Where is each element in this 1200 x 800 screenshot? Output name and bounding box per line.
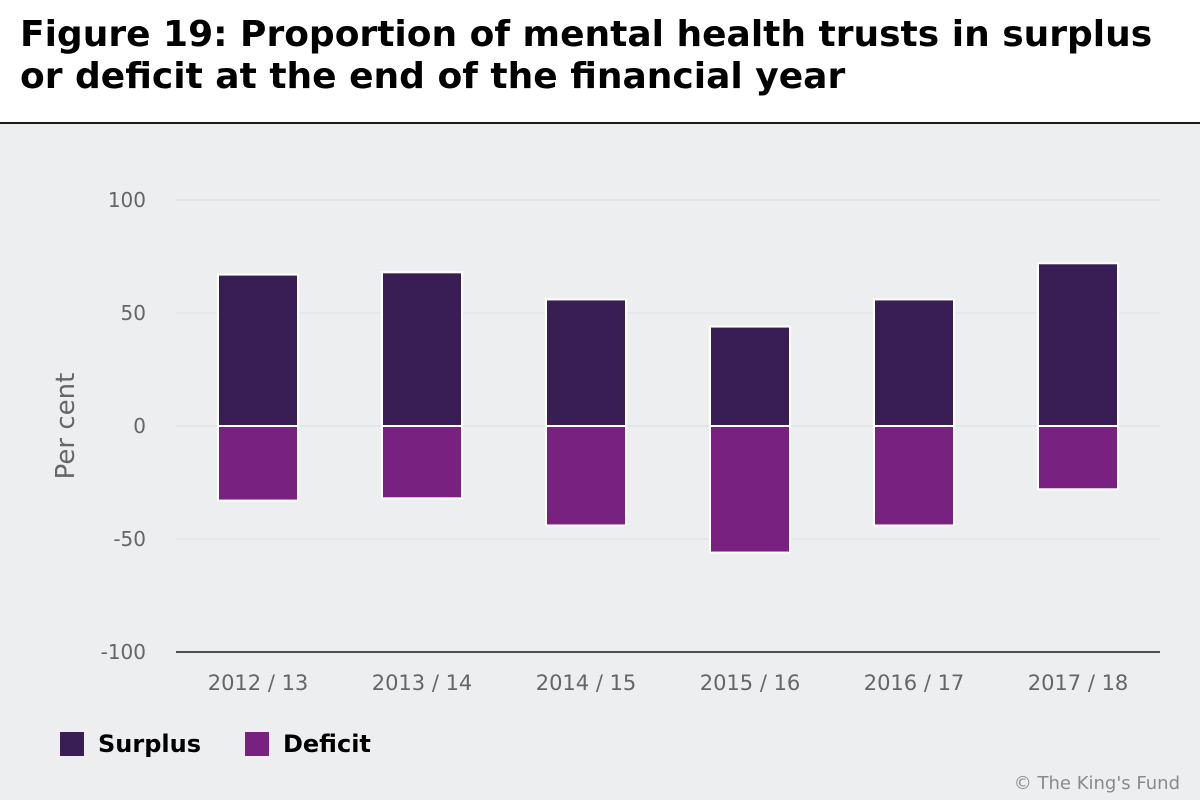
title-divider <box>0 122 1200 124</box>
x-tick-label: 2015 / 16 <box>700 671 801 695</box>
y-tick-label: 0 <box>133 414 146 438</box>
y-axis-title: Per cent <box>51 373 81 480</box>
chart-title: Figure 19: Proportion of mental health t… <box>20 14 1153 97</box>
bar-surplus <box>1037 262 1119 427</box>
legend-swatch-surplus <box>60 732 84 756</box>
bar-surplus <box>217 273 299 427</box>
bar-surplus <box>873 298 955 427</box>
y-tick-label: -50 <box>113 527 146 551</box>
legend-item-surplus[interactable]: Surplus <box>60 730 201 758</box>
bar-deficit <box>709 425 791 554</box>
y-tick-label: -100 <box>101 640 146 664</box>
legend-item-deficit[interactable]: Deficit <box>244 730 371 758</box>
bar-deficit <box>381 425 463 500</box>
credit-text: © The King's Fund <box>1013 773 1180 794</box>
legend: Surplus Deficit <box>60 730 415 758</box>
x-tick-label: 2014 / 15 <box>536 671 637 695</box>
bar-deficit <box>545 425 627 527</box>
bar-deficit <box>217 425 299 502</box>
bars <box>217 262 1119 554</box>
y-tick-label: 100 <box>108 188 146 212</box>
bar-deficit <box>873 425 955 527</box>
gridlines <box>176 199 1160 540</box>
x-tick-label: 2016 / 17 <box>864 671 965 695</box>
x-tick-label: 2013 / 14 <box>372 671 473 695</box>
legend-label-deficit: Deficit <box>282 730 371 758</box>
bar-surplus <box>709 325 791 427</box>
x-tick-label: 2017 / 18 <box>1028 671 1129 695</box>
legend-label-surplus: Surplus <box>98 730 201 758</box>
bar-surplus <box>545 298 627 427</box>
x-tick-label: 2012 / 13 <box>208 671 309 695</box>
axes: 100 50 0 -50 -100 Per cent 2012 / 13 2013 / 14 2… <box>51 188 1160 695</box>
bar-surplus <box>381 271 463 427</box>
y-tick-label: 50 <box>121 301 146 325</box>
legend-swatch-deficit <box>244 732 269 756</box>
bar-deficit <box>1037 425 1119 491</box>
